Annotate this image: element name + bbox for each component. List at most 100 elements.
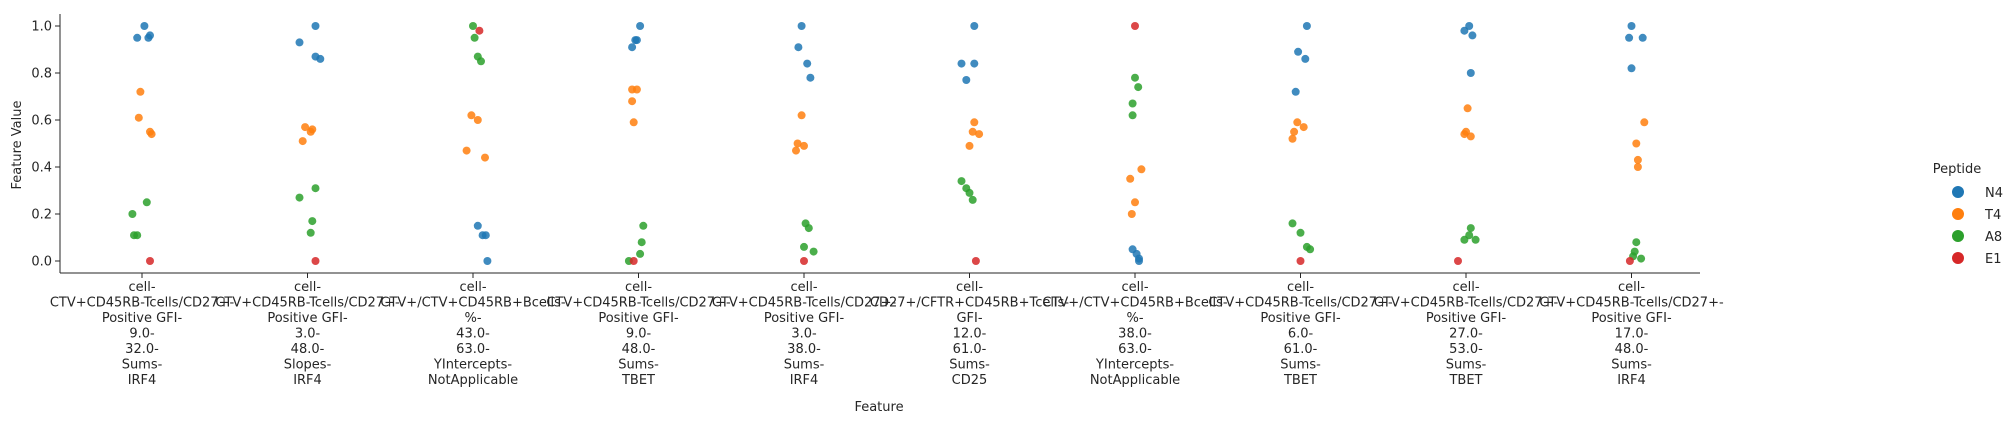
data-point-t4 <box>1127 210 1136 218</box>
legend-marker-n4 <box>1952 186 1964 198</box>
data-point-n4 <box>1625 33 1634 42</box>
data-point-e1 <box>475 26 484 35</box>
points-layer <box>128 22 1649 265</box>
data-point-t4 <box>797 111 806 120</box>
data-point-t4 <box>481 153 489 162</box>
data-point-a8 <box>1134 83 1143 92</box>
data-point-a8 <box>1637 254 1646 263</box>
data-point-n4 <box>636 22 645 30</box>
data-point-a8 <box>470 33 479 42</box>
data-point-t4 <box>800 141 808 150</box>
data-point-a8 <box>1131 73 1139 82</box>
y-tick-label: 0.0 <box>31 255 52 270</box>
data-point-a8 <box>308 217 317 226</box>
data-point-a8 <box>295 193 304 202</box>
data-point-a8 <box>637 238 646 247</box>
data-point-n4 <box>797 22 806 30</box>
data-point-a8 <box>1128 111 1137 120</box>
data-point-n4 <box>140 22 149 30</box>
y-tick-label: 0.2 <box>31 208 52 223</box>
data-point-a8 <box>639 221 648 230</box>
data-point-t4 <box>968 127 977 136</box>
data-point-n4 <box>483 257 492 265</box>
x-tick-label: cell-CTV+CD45RB-Tcells/CD27+-Positive GF… <box>215 280 400 388</box>
y-axis-label: Feature Value <box>10 101 25 190</box>
data-point-e1 <box>629 257 638 265</box>
data-point-t4 <box>308 125 317 134</box>
data-point-n4 <box>316 54 325 63</box>
data-point-n4 <box>295 38 304 47</box>
data-point-n4 <box>632 36 641 45</box>
data-point-t4 <box>1633 163 1642 171</box>
data-point-n4 <box>1638 33 1647 42</box>
data-point-a8 <box>1471 235 1480 244</box>
data-point-a8 <box>1630 247 1639 256</box>
data-point-n4 <box>806 73 815 82</box>
data-point-n4 <box>1627 64 1636 73</box>
data-point-n4 <box>803 59 812 68</box>
data-point-t4 <box>147 130 156 139</box>
axes-layer <box>59 14 1700 274</box>
data-point-e1 <box>971 257 980 265</box>
data-point-t4 <box>1137 165 1146 174</box>
data-point-t4 <box>1633 155 1642 164</box>
data-point-e1 <box>1454 257 1462 265</box>
legend: Peptide N4 T4 A8 E1 <box>1933 162 2003 267</box>
data-point-a8 <box>1466 224 1475 233</box>
data-point-t4 <box>473 116 482 124</box>
data-point-a8 <box>1128 99 1137 108</box>
data-point-e1 <box>1131 22 1139 30</box>
data-point-n4 <box>1465 22 1474 30</box>
data-point-t4 <box>628 97 637 106</box>
data-point-a8 <box>1465 231 1474 240</box>
data-point-e1 <box>1625 257 1634 265</box>
data-point-t4 <box>1288 134 1297 143</box>
data-point-a8 <box>133 231 142 240</box>
x-tick-label: cell-CTV+CD45RB-Tcells/CD27+-Positive GF… <box>1208 280 1393 388</box>
data-point-n4 <box>1291 87 1300 96</box>
data-point-a8 <box>1306 245 1315 254</box>
x-tick-label: cell-CTV+CD45RB-Tcells/CD27+-Positive GF… <box>50 280 235 388</box>
data-point-a8 <box>968 195 977 204</box>
data-point-n4 <box>970 22 979 30</box>
legend-items: N4 T4 A8 E1 <box>1952 186 2003 267</box>
data-point-e1 <box>1296 257 1305 265</box>
data-point-t4 <box>629 118 638 127</box>
data-point-n4 <box>146 31 154 40</box>
data-point-t4 <box>301 123 310 132</box>
data-point-a8 <box>800 242 808 251</box>
data-point-t4 <box>970 118 979 127</box>
data-point-t4 <box>1131 198 1139 207</box>
data-point-n4 <box>970 59 979 68</box>
y-tick-labels: 0.0 0.2 0.4 0.6 0.8 1.0 <box>31 20 60 270</box>
data-point-e1 <box>146 257 154 265</box>
data-point-a8 <box>1632 238 1641 247</box>
y-tick-label: 0.4 <box>31 161 52 176</box>
legend-title: Peptide <box>1933 162 1982 177</box>
legend-marker-t4 <box>1952 208 1964 220</box>
x-tick-label: cell-CTV+CD45RB-Tcells/CD27+-Positive GF… <box>1374 280 1559 388</box>
data-point-n4 <box>628 43 637 52</box>
x-tick-labels: cell-CTV+CD45RB-Tcells/CD27+-Positive GF… <box>50 273 1724 388</box>
data-point-t4 <box>1126 174 1135 183</box>
data-point-t4 <box>1290 127 1299 136</box>
data-point-a8 <box>1288 219 1297 228</box>
legend-marker-e1 <box>1952 252 1964 264</box>
data-point-t4 <box>467 111 476 120</box>
data-point-n4 <box>1466 69 1475 77</box>
x-tick-label: cell-CTV+CD45RB-Tcells/CD27+-Positive GF… <box>546 280 731 388</box>
data-point-a8 <box>957 177 966 186</box>
data-point-t4 <box>975 130 984 139</box>
x-axis-label: Feature <box>854 400 903 415</box>
data-point-a8 <box>469 22 477 30</box>
data-point-t4 <box>1299 123 1308 132</box>
data-point-n4 <box>1468 31 1477 40</box>
y-tick-label: 1.0 <box>31 20 52 35</box>
data-point-t4 <box>462 146 471 155</box>
y-tick-label: 0.6 <box>31 114 52 129</box>
data-point-n4 <box>133 33 142 42</box>
legend-label-e1: E1 <box>1985 252 2002 267</box>
data-point-a8 <box>128 210 137 218</box>
